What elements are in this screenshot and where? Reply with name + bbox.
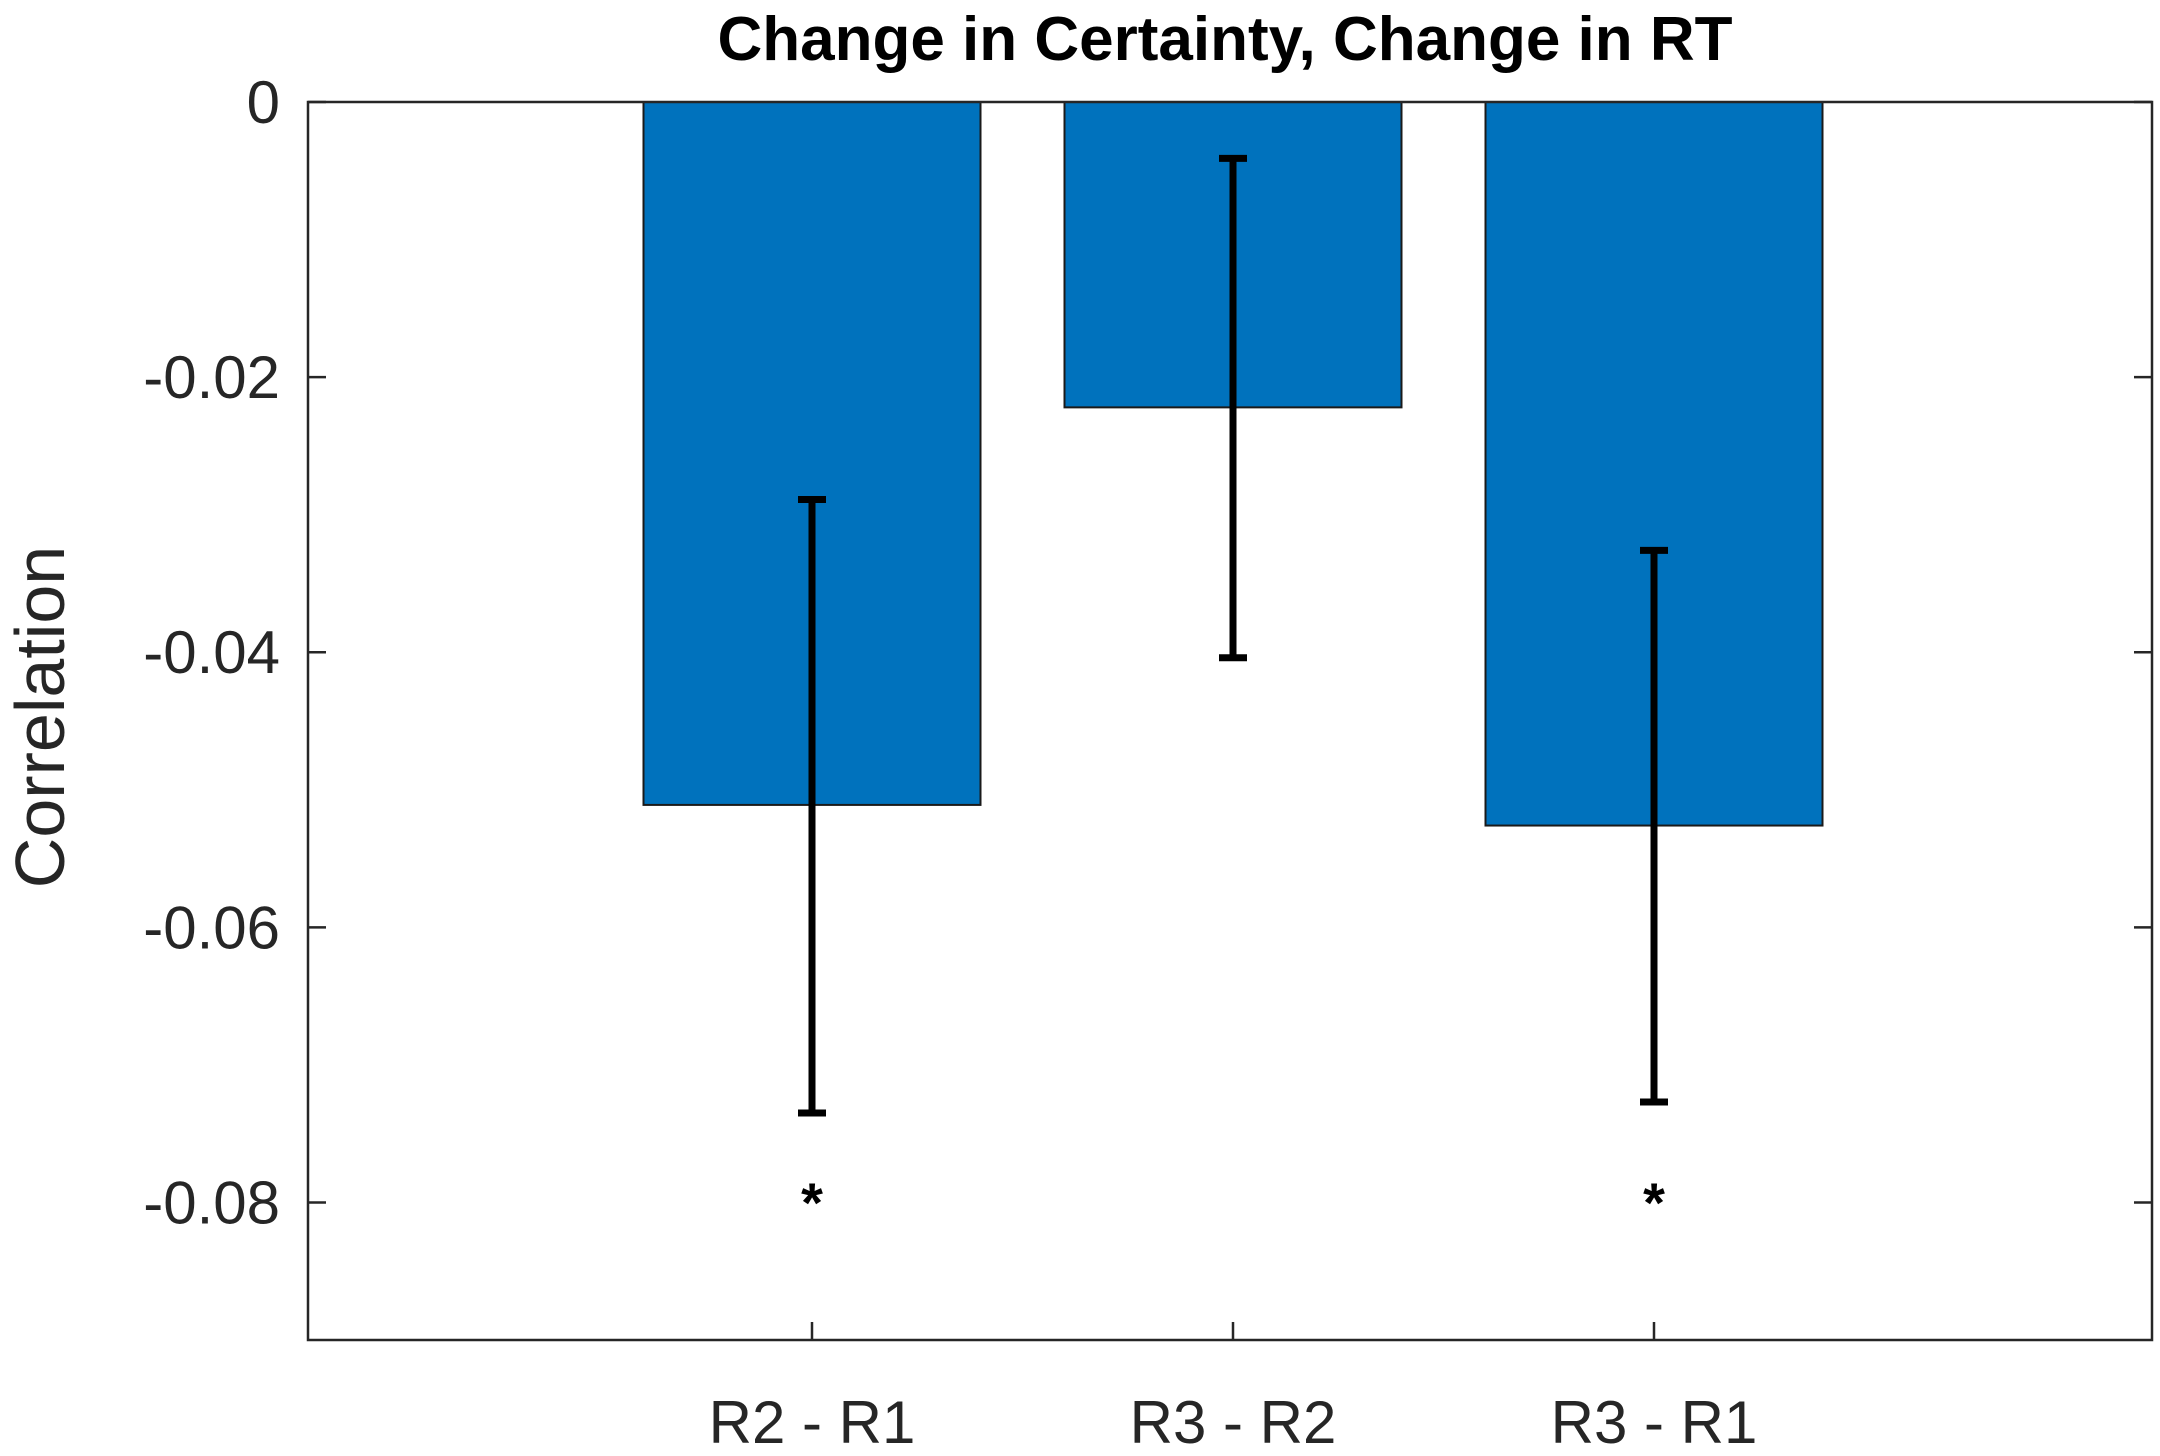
y-tick-label: 0 [247, 69, 280, 136]
x-tick-label: R3 - R2 [1130, 1389, 1337, 1451]
y-tick-label: -0.08 [143, 1169, 280, 1236]
x-tick-label: R3 - R1 [1551, 1389, 1758, 1451]
y-tick-label: -0.06 [143, 894, 280, 961]
chart-title: Change in Certainty, Change in RT [717, 5, 1732, 74]
y-axis-label: Correlation [1, 546, 79, 888]
x-tick-label: R2 - R1 [709, 1389, 916, 1451]
plot-area: 0 -0.02 -0.04 -0.06 -0.08 R2 - R1 R3 - R2 R3 - … [143, 69, 2154, 1456]
significance-marker: * [1643, 1171, 1665, 1234]
plot-frame [306, 100, 2154, 1342]
y-tick-label: -0.02 [143, 344, 280, 411]
significance-marker: * [801, 1171, 823, 1234]
y-tick-label: -0.04 [143, 619, 280, 686]
